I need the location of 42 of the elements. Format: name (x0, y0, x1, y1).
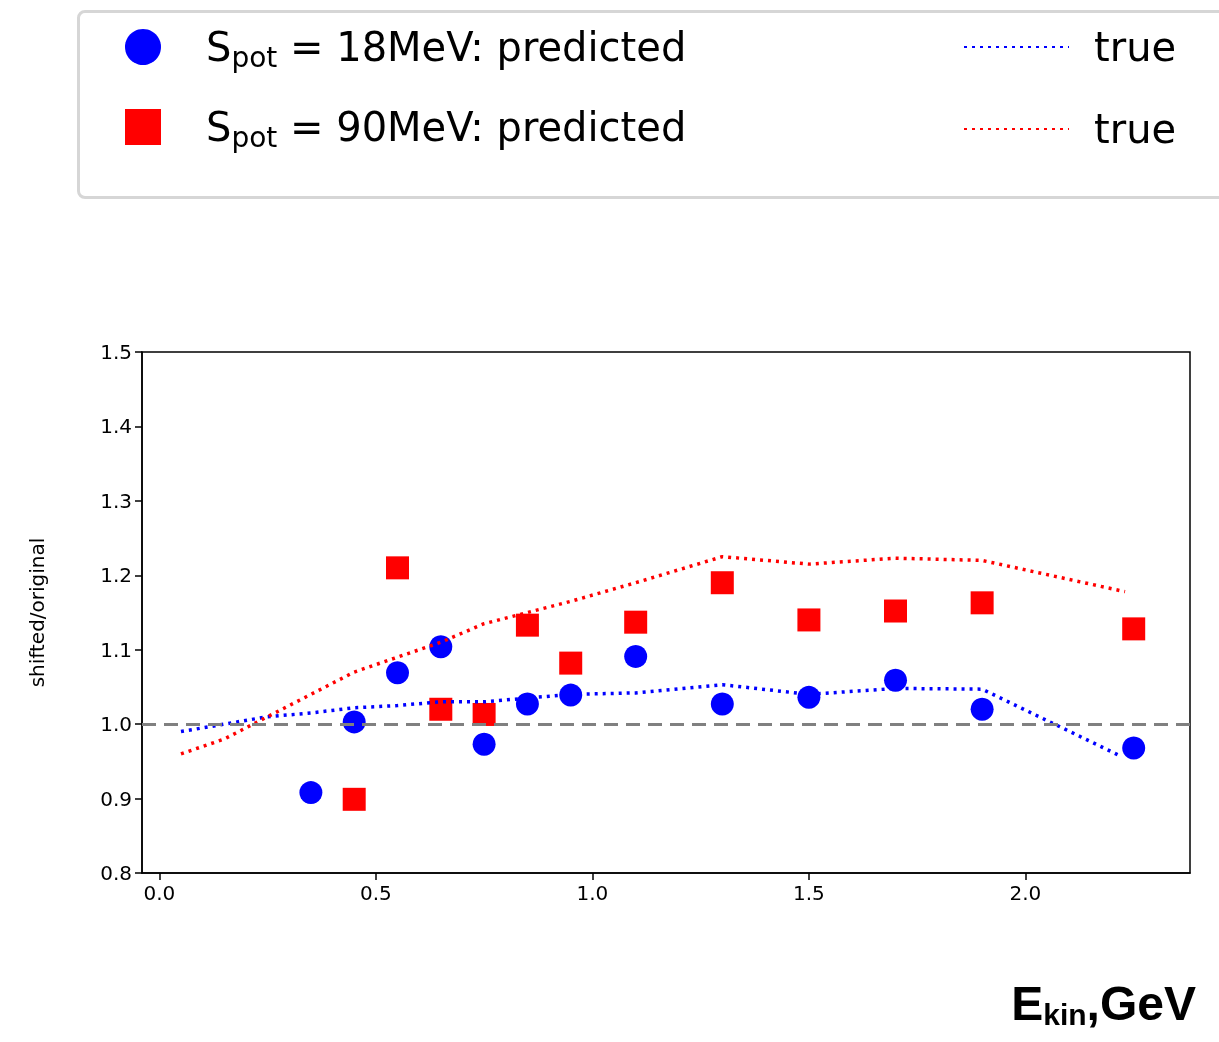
point (797, 685, 821, 709)
point (884, 599, 908, 623)
point (472, 732, 496, 756)
point (1122, 736, 1146, 760)
x-tick-label: 1.0 (576, 881, 609, 905)
x-tick-label: 2.0 (1009, 881, 1042, 905)
x-axis-title: Ekin,GeV (1011, 976, 1197, 1031)
y-tick-label: 1.5 (100, 340, 132, 364)
y-tick-label: 1.0 (100, 712, 132, 737)
point (1122, 617, 1146, 641)
legend-label: true (1094, 106, 1177, 152)
y-tick-label: 0.9 (100, 786, 132, 811)
point (559, 651, 583, 675)
point (386, 661, 409, 685)
y-tick-label: 1.4 (100, 414, 132, 439)
y-tick-label: 0.8 (100, 861, 132, 885)
point (624, 644, 648, 668)
line-series (179, 554, 1127, 756)
point (299, 781, 323, 805)
point (624, 610, 648, 634)
point (559, 683, 583, 707)
x-tick-label: 1.5 (793, 881, 825, 905)
y-axis-title: shifted/original (25, 537, 49, 688)
point (884, 668, 908, 692)
point (970, 697, 994, 721)
y-tick-label: 1.2 (100, 563, 132, 588)
x-tick-label: 0.0 (143, 881, 176, 905)
point (970, 591, 994, 615)
y-tick-label: 1.3 (100, 488, 132, 513)
point (515, 692, 539, 716)
point (472, 702, 496, 726)
point (429, 635, 453, 659)
point (386, 556, 409, 580)
point (710, 692, 734, 716)
point (515, 613, 539, 637)
point (710, 571, 734, 595)
point (429, 697, 453, 721)
legend-label: true (1094, 24, 1177, 70)
point (797, 608, 821, 632)
y-tick-label: 1.1 (100, 637, 132, 662)
point (342, 787, 366, 811)
x-tick-label: 0.5 (359, 881, 392, 905)
